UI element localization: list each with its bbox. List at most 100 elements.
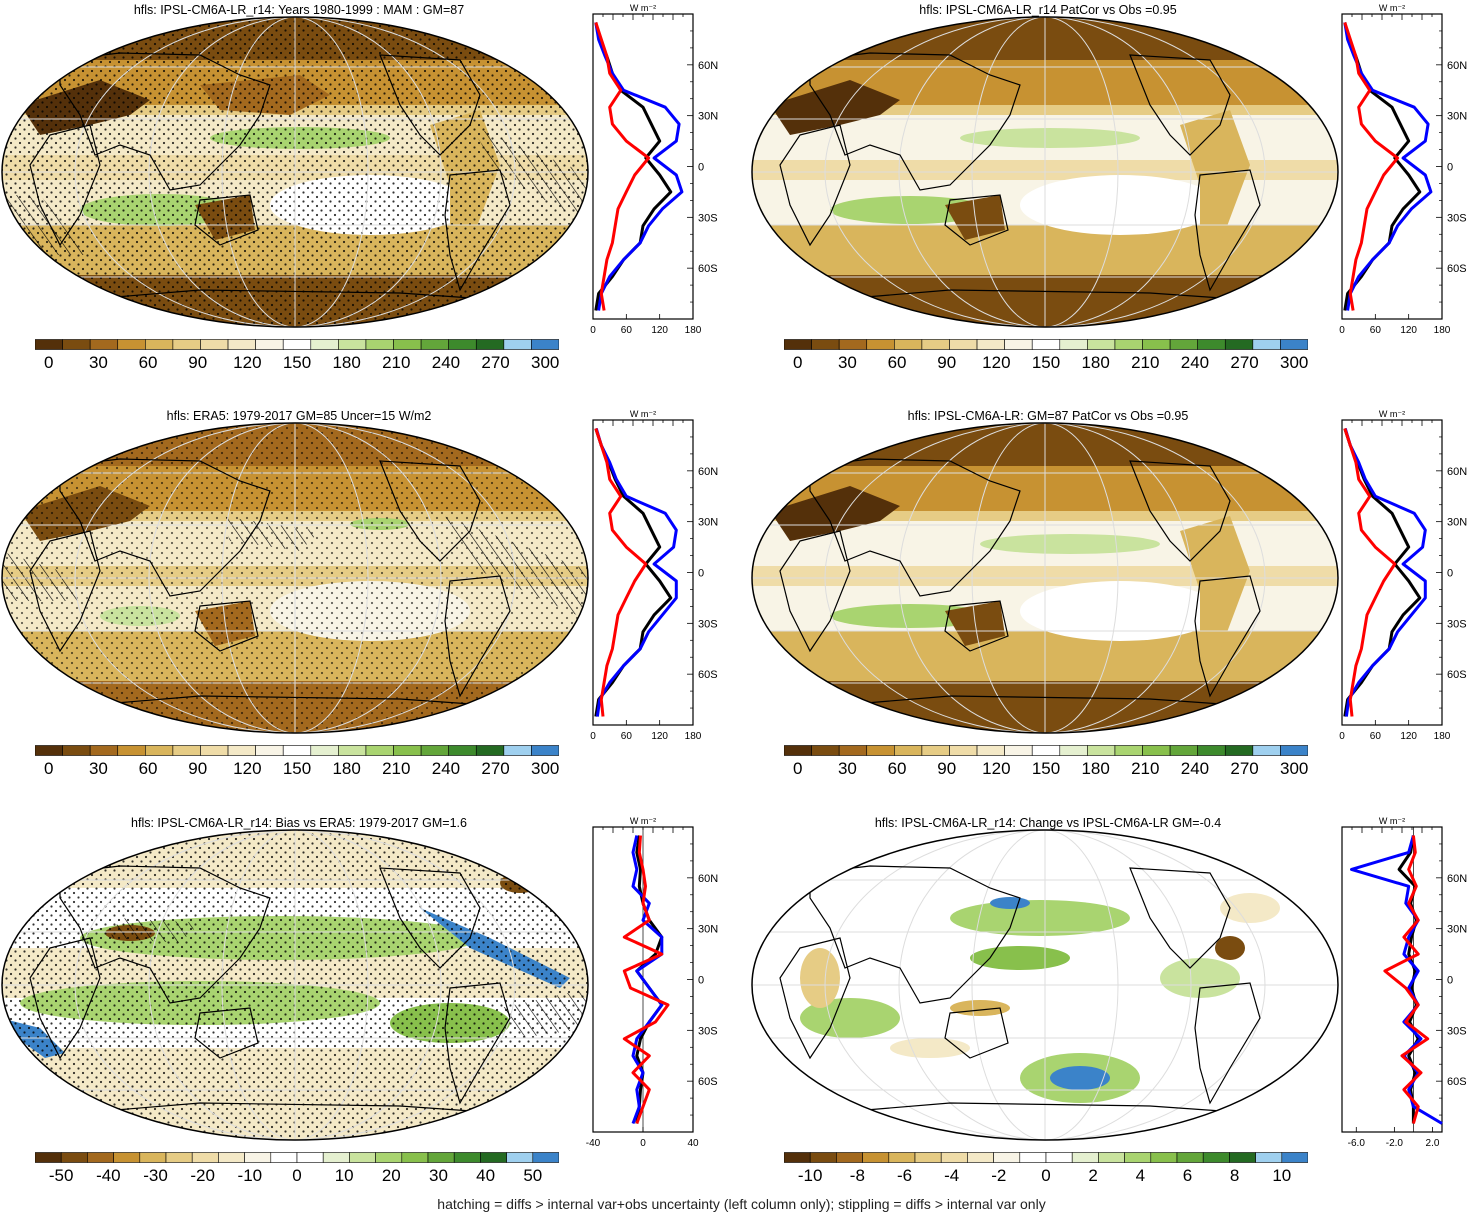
colorbar-tick-label: 0 (44, 759, 54, 778)
colorbar-tick-label: 270 (481, 353, 510, 372)
profile-unit-label: W m⁻² (1379, 816, 1405, 826)
colorbar-swatch (1169, 745, 1198, 756)
profile-series-line (594, 22, 684, 311)
colorbar-tick-label: 150 (282, 759, 312, 778)
profile-lat-label: 60S (698, 669, 718, 681)
profile-lat-label: 30S (1447, 212, 1467, 224)
colorbar-swatch (453, 1152, 481, 1163)
colorbar-swatch (145, 745, 174, 756)
colorbar-tick-label: -8 (849, 1166, 865, 1185)
colorbar-tick-label: 60 (887, 353, 907, 372)
colorbar-swatch (1229, 1152, 1256, 1163)
profile-x-label: 0 (590, 325, 596, 336)
colorbar-swatch (227, 745, 256, 756)
colorbar-tick-label: -50 (48, 1166, 74, 1185)
colorbar-tick-label: -2 (991, 1166, 1007, 1185)
colorbar-swatch (811, 745, 840, 756)
colorbar-swatch (200, 339, 229, 350)
colorbar (35, 745, 559, 756)
colorbar-swatch (967, 1152, 994, 1163)
profile-lat-label: 0 (1447, 162, 1453, 174)
colorbar-tick-label: 300 (1280, 759, 1309, 778)
colorbar-swatch (62, 339, 91, 350)
colorbar-swatch (838, 745, 868, 756)
profile-lat-label: 60S (1447, 1076, 1467, 1088)
world-map (1, 422, 589, 734)
colorbar-swatch (1098, 1152, 1125, 1163)
colorbar-tick-label: 30 (88, 353, 108, 372)
colorbar-swatch (393, 339, 422, 350)
profile-lat-label: 30S (698, 1025, 718, 1037)
zonal-mean-profile: W m⁻² 60N 30N 0 30S 60S 0 60 120 180 (590, 409, 718, 742)
colorbar-swatch (949, 339, 978, 350)
colorbar-swatch (976, 339, 1005, 350)
colorbar-tick-label: 270 (481, 759, 510, 778)
world-map (1, 16, 589, 328)
profile-x-label: 180 (1434, 325, 1451, 336)
profile-unit-label: W m⁻² (630, 3, 656, 13)
colorbar-swatch (1142, 339, 1171, 350)
colorbar-tick-label: 120 (233, 759, 262, 778)
colorbar-swatch (310, 745, 339, 756)
colorbar-swatch (165, 1152, 193, 1163)
colorbar (35, 1152, 559, 1163)
colorbar-tick-label: 30 (88, 759, 108, 778)
colorbar-tick-label: 120 (233, 353, 262, 372)
colorbar-tick-label: 270 (1230, 353, 1259, 372)
colorbar (35, 339, 559, 350)
colorbar-swatch (244, 1152, 272, 1163)
colorbar-swatch (448, 339, 477, 350)
profile-lat-label: 30S (1447, 618, 1467, 630)
colorbar-swatch (784, 745, 812, 756)
profile-lat-label: 60S (1447, 263, 1467, 275)
panel-title: hfls: ERA5: 1979-2017 GM=85 Uncer=15 W/m… (166, 409, 432, 423)
colorbar-swatch (172, 339, 201, 350)
profile-lat-label: 0 (698, 162, 704, 174)
colorbar-swatch (1031, 339, 1061, 350)
profile-x-label: 60 (1370, 731, 1382, 742)
colorbar-swatch (894, 339, 923, 350)
colorbar-swatch (1124, 1152, 1152, 1163)
colorbar-swatch (862, 1152, 890, 1163)
colorbar-tick-label: 60 (138, 353, 158, 372)
colorbar-swatch (60, 1152, 88, 1163)
colorbar-tick-label: 90 (937, 759, 957, 778)
profile-lat-label: 0 (698, 975, 704, 987)
colorbar-swatch (117, 745, 146, 756)
colorbar-tick-label: 120 (982, 353, 1011, 372)
colorbar-swatch (1142, 745, 1171, 756)
colorbar-swatch (940, 1152, 968, 1163)
profile-x-label: 180 (1434, 731, 1451, 742)
profile-lat-label: 60N (698, 466, 718, 478)
colorbar-swatch (349, 1152, 376, 1163)
zonal-mean-profile: W m⁻² 60N 30N 0 30S 60S 0 60 120 180 (1339, 409, 1467, 742)
colorbar-swatch (255, 339, 284, 350)
colorbar-tick-label: 50 (523, 1166, 543, 1185)
profile-x-label: 40 (687, 1138, 699, 1149)
colorbar-swatch (1255, 1152, 1283, 1163)
colorbar-swatch (914, 1152, 942, 1163)
world-map (751, 829, 1339, 1141)
colorbar-swatch (836, 1152, 863, 1163)
colorbar-swatch (1202, 1152, 1230, 1163)
colorbar-swatch (1176, 1152, 1204, 1163)
profile-x-label: 120 (651, 731, 668, 742)
colorbar-tick-label: 210 (1131, 353, 1160, 372)
colorbar-tick-label: -4 (944, 1166, 960, 1185)
profile-series-line (1343, 428, 1427, 717)
colorbar-tick-label: 0 (292, 1166, 302, 1185)
colorbar-swatch (401, 1152, 429, 1163)
world-map (1, 829, 589, 1141)
profile-lat-label: 60S (1447, 669, 1467, 681)
colorbar-tick-label: -30 (143, 1166, 168, 1185)
zonal-mean-profile: W m⁻² 60N 30N 0 30S 60S 0 60 120 180 (590, 3, 718, 336)
profile-lat-label: 0 (1447, 568, 1453, 580)
world-map (751, 16, 1339, 328)
profile-x-label: 120 (1400, 731, 1417, 742)
profile-unit-label: W m⁻² (630, 409, 656, 419)
colorbar-swatch (1087, 339, 1116, 350)
colorbar-swatch (89, 745, 119, 756)
colorbar (784, 1152, 1308, 1163)
profile-x-label: -6.0 (1348, 1138, 1366, 1149)
profile-x-label: 120 (1400, 325, 1417, 336)
